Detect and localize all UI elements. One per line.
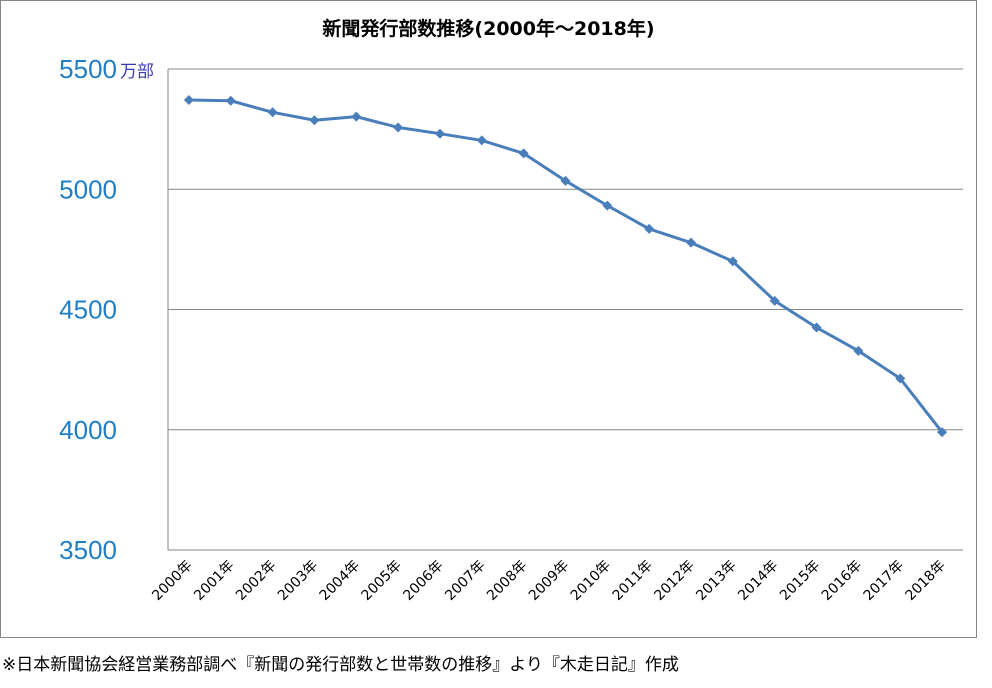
data-point-marker [895,373,906,384]
x-tick-label: 2014年 [735,558,781,604]
y-tick-label: 5500 [59,54,117,84]
series-line [188,98,944,434]
x-tick-label: 2015年 [777,558,823,604]
data-point-marker [644,223,655,234]
x-axis: 2000年2001年2002年2003年2004年2005年2006年2007年… [149,558,949,604]
x-tick-label: 2017年 [861,558,907,604]
x-tick-label: 2002年 [233,558,279,604]
x-tick-label: 2000年 [149,558,195,604]
data-point-marker [309,115,320,126]
chart-frame [0,0,977,638]
data-point-marker [267,107,278,118]
data-point-marker [937,427,948,438]
data-point-marker [225,95,236,106]
x-tick-label: 2016年 [819,558,865,604]
x-tick-label: 2018年 [902,558,948,604]
data-point-marker [434,128,445,139]
gridlines [168,68,963,551]
y-tick-label: 3500 [59,535,117,565]
y-axis: 3500 4000 4500 5000 5500 万部 [59,54,169,565]
data-point-marker [351,111,362,122]
x-tick-label: 2004年 [317,558,363,604]
data-point-marker [811,322,822,333]
x-tick-label: 2011年 [610,558,656,604]
chart-title: 新聞発行部数推移(2000年～2018年) [322,18,655,40]
x-tick-label: 2006年 [400,558,446,604]
data-point-marker [727,256,738,267]
y-tick-label: 4500 [59,295,117,325]
x-tick-label: 2012年 [651,558,697,604]
x-tick-label: 2013年 [693,558,739,604]
x-tick-label: 2005年 [359,558,405,604]
data-point-marker [769,295,780,306]
x-tick-label: 2007年 [442,558,488,604]
y-tick-label: 5000 [59,174,117,204]
data-point-marker [853,345,864,356]
data-point-marker [602,200,613,211]
x-tick-label: 2008年 [484,558,530,604]
data-point-marker [518,148,529,159]
data-point-marker [476,135,487,146]
data-point-marker [393,122,404,133]
x-tick-label: 2003年 [275,558,321,604]
data-point-marker [183,95,194,106]
data-point-marker [560,175,571,186]
x-tick-label: 2009年 [526,558,572,604]
x-tick-label: 2001年 [191,558,237,604]
x-tick-label: 2010年 [568,558,614,604]
y-unit-label: 万部 [120,62,154,82]
y-tick-label: 4000 [59,415,117,445]
data-point-marker [686,237,697,248]
data-series [183,95,948,438]
source-footnote: ※日本新聞協会経営業務部調べ『新聞の発行部数と世帯数の推移』より『木走日記』作成 [2,655,679,675]
